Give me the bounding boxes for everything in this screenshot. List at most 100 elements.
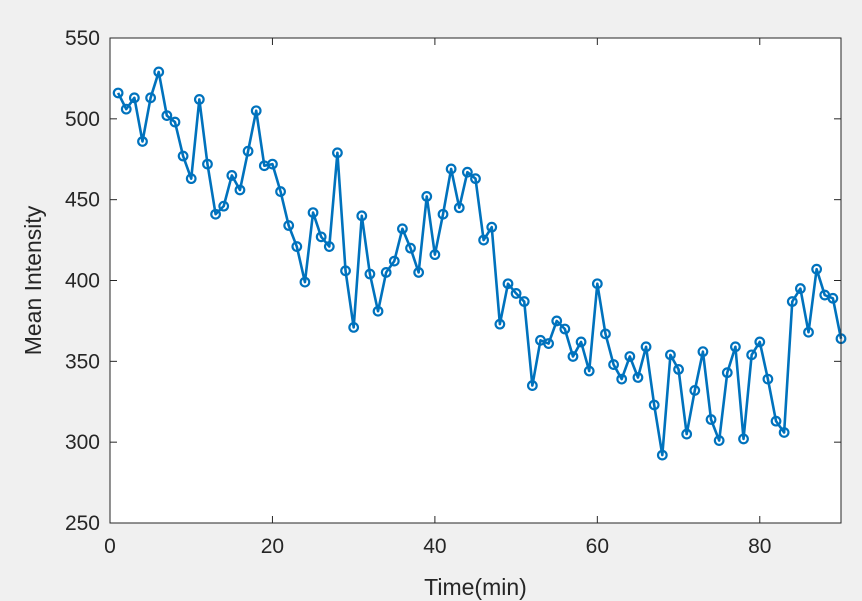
data-point — [502, 278, 514, 290]
data-point — [478, 234, 490, 246]
data-point — [526, 380, 538, 391]
data-point — [762, 373, 774, 385]
data-point — [494, 318, 506, 330]
x-tick-label: 60 — [586, 535, 609, 558]
data-point — [348, 321, 360, 333]
data-point — [356, 210, 368, 222]
data-point — [242, 145, 254, 157]
data-point — [405, 242, 416, 254]
data-point — [608, 359, 619, 370]
data-point — [315, 231, 327, 243]
x-tick-label: 20 — [261, 535, 284, 558]
data-point — [665, 349, 676, 361]
data-point — [429, 249, 441, 261]
data-point — [413, 267, 425, 278]
data-point — [510, 288, 522, 299]
data-point — [794, 283, 806, 294]
data-point — [388, 255, 400, 267]
data-point — [193, 94, 205, 105]
data-point — [275, 186, 286, 197]
data-point — [616, 373, 628, 385]
data-point — [145, 92, 157, 104]
data-point — [323, 241, 335, 252]
data-point — [730, 341, 741, 353]
data-point — [697, 346, 709, 358]
data-point — [234, 184, 246, 196]
data-point — [575, 336, 587, 348]
data-point — [397, 223, 408, 235]
data-point — [786, 296, 798, 307]
data-point — [583, 365, 595, 377]
data-point — [770, 415, 782, 427]
y-tick-label: 350 — [65, 350, 100, 373]
data-point — [169, 116, 181, 128]
data-point — [600, 328, 611, 340]
data-point — [153, 66, 165, 78]
data-point — [648, 399, 660, 411]
data-point — [713, 435, 725, 446]
data-point — [640, 341, 652, 353]
data-point — [746, 349, 758, 361]
data-point — [567, 351, 579, 362]
y-tick-label: 300 — [65, 431, 100, 454]
y-tick-label: 550 — [65, 27, 100, 50]
data-point — [210, 208, 221, 220]
data-point — [518, 296, 530, 307]
data-point — [437, 208, 449, 220]
data-point — [754, 336, 766, 348]
data-point — [128, 92, 140, 104]
series-line — [116, 70, 843, 457]
data-point — [811, 263, 823, 275]
data-point — [827, 292, 839, 304]
data-point — [738, 433, 749, 445]
data-point — [372, 305, 384, 317]
data-point — [681, 428, 693, 440]
y-tick-label: 250 — [65, 512, 100, 535]
data-point — [470, 173, 481, 185]
data-point — [689, 385, 701, 396]
data-point — [299, 276, 311, 288]
data-point — [218, 200, 230, 212]
data-point — [461, 166, 473, 178]
data-point — [177, 150, 189, 162]
data-point — [137, 136, 148, 147]
data-point — [673, 364, 684, 375]
data-point — [380, 267, 392, 278]
data-point — [267, 158, 278, 170]
y-axis-label: Mean Intensity — [20, 205, 46, 355]
data-point — [721, 367, 733, 379]
data-point — [656, 449, 668, 461]
data-point — [332, 147, 343, 159]
data-point — [185, 173, 197, 185]
axes-background — [110, 38, 841, 523]
data-point — [226, 170, 238, 181]
axes-box — [109, 37, 842, 524]
x-tick-label: 80 — [748, 535, 771, 558]
y-tick-label: 500 — [65, 108, 100, 131]
data-point — [778, 427, 790, 438]
data-point — [291, 241, 303, 252]
data-point — [543, 338, 554, 349]
plot-area — [112, 66, 847, 461]
data-point — [364, 268, 376, 280]
data-point — [283, 220, 295, 231]
y-tick-label: 400 — [65, 270, 100, 293]
data-point — [161, 110, 173, 121]
data-point — [421, 191, 433, 202]
data-point — [591, 278, 603, 290]
data-point — [202, 158, 213, 170]
x-tick-labels: 0 20 40 60 80 — [104, 535, 771, 558]
data-point — [307, 207, 319, 219]
data-point — [803, 326, 814, 338]
data-point — [624, 351, 636, 362]
data-point — [340, 265, 351, 277]
y-tick-label: 450 — [65, 189, 100, 212]
x-tick-label: 40 — [423, 535, 446, 558]
data-point — [486, 221, 498, 233]
data-point — [250, 105, 262, 117]
data-point — [551, 315, 563, 327]
x-axis-label: Time(min) — [424, 574, 527, 600]
data-point — [559, 323, 571, 335]
data-point — [112, 87, 124, 99]
